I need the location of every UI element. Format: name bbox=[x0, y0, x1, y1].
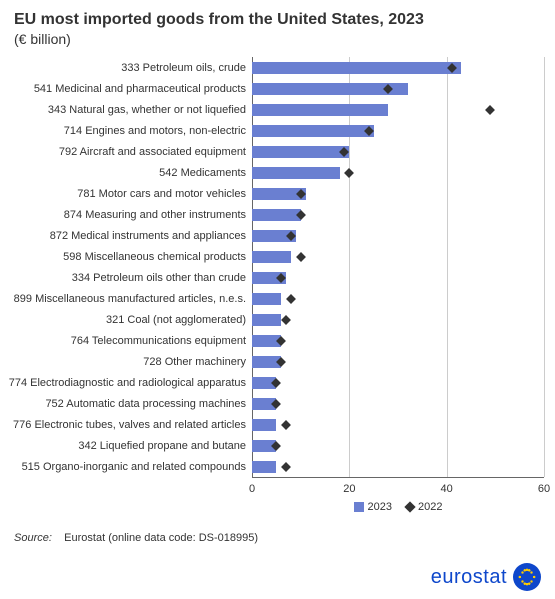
gridline bbox=[544, 57, 545, 477]
x-tick-label: 0 bbox=[249, 483, 255, 495]
legend-marker-2022 bbox=[404, 501, 415, 512]
eurostat-logo-text: eurostat bbox=[431, 566, 507, 589]
category-label: 598 Miscellaneous chemical products bbox=[63, 251, 246, 263]
bar-2023 bbox=[252, 62, 461, 74]
category-label: 541 Medicinal and pharmaceutical product… bbox=[34, 83, 246, 95]
legend: 2023 2022 bbox=[252, 501, 544, 513]
category-label: 874 Measuring and other instruments bbox=[64, 209, 246, 221]
bar-2023 bbox=[252, 104, 388, 116]
chart-row: 342 Liquefied propane and butane bbox=[252, 435, 544, 456]
bar-2023 bbox=[252, 461, 276, 473]
chart-row: 515 Organo-inorganic and related compoun… bbox=[252, 456, 544, 477]
category-label: 776 Electronic tubes, valves and related… bbox=[13, 419, 246, 431]
bar-2023 bbox=[252, 293, 281, 305]
category-label: 333 Petroleum oils, crude bbox=[121, 62, 246, 74]
chart-row: 321 Coal (not agglomerated) bbox=[252, 309, 544, 330]
x-tick-label: 60 bbox=[538, 483, 550, 495]
eurostat-logo: eurostat bbox=[431, 563, 541, 591]
category-label: 342 Liquefied propane and butane bbox=[78, 440, 246, 452]
marker-2022 bbox=[281, 420, 291, 430]
chart-row: 872 Medical instruments and appliances bbox=[252, 225, 544, 246]
category-label: 872 Medical instruments and appliances bbox=[50, 230, 246, 242]
chart-row: 874 Measuring and other instruments bbox=[252, 204, 544, 225]
marker-2022 bbox=[281, 315, 291, 325]
bar-2023 bbox=[252, 209, 301, 221]
category-label: 752 Automatic data processing machines bbox=[45, 398, 246, 410]
chart-subtitle: (€ billion) bbox=[14, 31, 541, 47]
bar-2023 bbox=[252, 419, 276, 431]
marker-2022 bbox=[296, 252, 306, 262]
chart-row: 542 Medicaments bbox=[252, 162, 544, 183]
chart-row: 752 Automatic data processing machines bbox=[252, 393, 544, 414]
plot-area: 0204060333 Petroleum oils, crude541 Medi… bbox=[252, 57, 544, 477]
bar-2023 bbox=[252, 251, 291, 263]
chart-row: 333 Petroleum oils, crude bbox=[252, 57, 544, 78]
bar-2023 bbox=[252, 125, 374, 137]
source-line: Source: Eurostat (online data code: DS-0… bbox=[14, 532, 258, 544]
source-text: Eurostat (online data code: DS-018995) bbox=[64, 532, 258, 544]
chart-row: 781 Motor cars and motor vehicles bbox=[252, 183, 544, 204]
source-label: Source: bbox=[14, 532, 52, 544]
chart-row: 792 Aircraft and associated equipment bbox=[252, 141, 544, 162]
chart-row: 776 Electronic tubes, valves and related… bbox=[252, 414, 544, 435]
legend-swatch-2023 bbox=[354, 502, 364, 512]
category-label: 515 Organo-inorganic and related compoun… bbox=[22, 461, 246, 473]
category-label: 714 Engines and motors, non-electric bbox=[64, 125, 246, 137]
marker-2022 bbox=[486, 105, 496, 115]
category-label: 343 Natural gas, whether or not liquefie… bbox=[48, 104, 246, 116]
x-axis bbox=[252, 477, 544, 478]
category-label: 774 Electrodiagnostic and radiological a… bbox=[9, 377, 246, 389]
chart-title: EU most imported goods from the United S… bbox=[14, 10, 541, 30]
bar-2023 bbox=[252, 167, 340, 179]
bar-2023 bbox=[252, 146, 349, 158]
category-label: 334 Petroleum oils other than crude bbox=[72, 272, 246, 284]
legend-label-2023: 2023 bbox=[368, 501, 392, 513]
marker-2022 bbox=[286, 294, 296, 304]
chart-row: 774 Electrodiagnostic and radiological a… bbox=[252, 372, 544, 393]
page-root: EU most imported goods from the United S… bbox=[0, 0, 555, 599]
chart-row: 541 Medicinal and pharmaceutical product… bbox=[252, 78, 544, 99]
chart-row: 598 Miscellaneous chemical products bbox=[252, 246, 544, 267]
x-tick-label: 20 bbox=[343, 483, 355, 495]
category-label: 764 Telecommunications equipment bbox=[71, 335, 246, 347]
x-tick-label: 40 bbox=[441, 483, 453, 495]
marker-2022 bbox=[281, 462, 291, 472]
chart-row: 714 Engines and motors, non-electric bbox=[252, 120, 544, 141]
chart-row: 334 Petroleum oils other than crude bbox=[252, 267, 544, 288]
chart-row: 899 Miscellaneous manufactured articles,… bbox=[252, 288, 544, 309]
category-label: 542 Medicaments bbox=[159, 167, 246, 179]
eu-flag-icon bbox=[513, 563, 541, 591]
category-label: 792 Aircraft and associated equipment bbox=[59, 146, 246, 158]
category-label: 899 Miscellaneous manufactured articles,… bbox=[14, 293, 246, 305]
category-label: 321 Coal (not agglomerated) bbox=[106, 314, 246, 326]
category-label: 781 Motor cars and motor vehicles bbox=[77, 188, 246, 200]
chart-row: 343 Natural gas, whether or not liquefie… bbox=[252, 99, 544, 120]
bar-2023 bbox=[252, 314, 281, 326]
chart-area: 0204060333 Petroleum oils, crude541 Medi… bbox=[14, 53, 541, 533]
chart-row: 728 Other machinery bbox=[252, 351, 544, 372]
marker-2022 bbox=[344, 168, 354, 178]
category-label: 728 Other machinery bbox=[143, 356, 246, 368]
legend-label-2022: 2022 bbox=[418, 501, 442, 513]
chart-row: 764 Telecommunications equipment bbox=[252, 330, 544, 351]
